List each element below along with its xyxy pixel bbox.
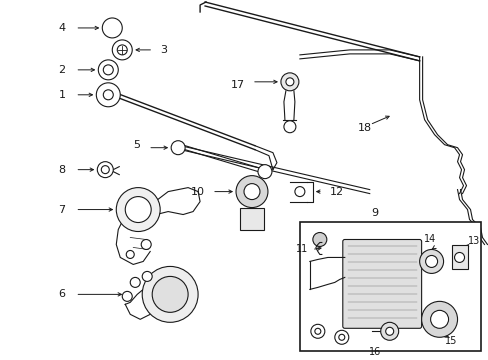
Text: 16: 16 — [368, 347, 380, 357]
Circle shape — [142, 271, 152, 282]
Text: 3: 3 — [160, 45, 167, 55]
Text: 13: 13 — [467, 237, 479, 247]
Circle shape — [294, 186, 304, 197]
Circle shape — [142, 266, 198, 322]
Circle shape — [125, 197, 151, 222]
Circle shape — [103, 90, 113, 100]
Text: 11: 11 — [295, 244, 307, 255]
Circle shape — [171, 141, 185, 155]
Circle shape — [425, 256, 437, 267]
Circle shape — [98, 60, 118, 80]
Text: 2: 2 — [58, 65, 65, 75]
Text: 8: 8 — [58, 165, 65, 175]
Circle shape — [96, 83, 120, 107]
Circle shape — [102, 18, 122, 38]
Circle shape — [338, 334, 344, 340]
Circle shape — [310, 324, 324, 338]
Circle shape — [103, 65, 113, 75]
Circle shape — [126, 251, 134, 258]
Circle shape — [421, 301, 457, 337]
Text: 5: 5 — [133, 140, 140, 150]
Circle shape — [385, 327, 393, 335]
Bar — [240, 208, 264, 230]
Text: 10: 10 — [191, 186, 204, 197]
Circle shape — [141, 239, 151, 249]
Text: 1: 1 — [58, 90, 65, 100]
Circle shape — [312, 233, 326, 247]
Text: 18: 18 — [357, 123, 371, 133]
Bar — [299, 221, 481, 351]
Circle shape — [419, 249, 443, 274]
Circle shape — [152, 276, 188, 312]
FancyBboxPatch shape — [342, 239, 421, 328]
Circle shape — [122, 291, 132, 301]
Text: 6: 6 — [58, 289, 65, 300]
Bar — [450, 246, 467, 269]
Text: 15: 15 — [444, 336, 456, 346]
Circle shape — [280, 73, 298, 91]
Text: 17: 17 — [230, 80, 244, 90]
Circle shape — [430, 310, 447, 328]
Circle shape — [236, 176, 267, 208]
Circle shape — [334, 330, 348, 344]
Text: 9: 9 — [370, 207, 378, 217]
Text: 12: 12 — [329, 186, 343, 197]
Circle shape — [244, 184, 260, 199]
Circle shape — [101, 166, 109, 174]
Circle shape — [285, 78, 293, 86]
Circle shape — [130, 278, 140, 287]
Circle shape — [112, 40, 132, 60]
Circle shape — [117, 45, 127, 55]
Circle shape — [258, 165, 271, 179]
Circle shape — [97, 162, 113, 177]
Circle shape — [284, 121, 295, 133]
Text: 7: 7 — [58, 204, 65, 215]
Text: 14: 14 — [423, 234, 435, 244]
Circle shape — [380, 322, 398, 340]
Circle shape — [116, 188, 160, 231]
Circle shape — [454, 252, 464, 262]
Text: 4: 4 — [58, 23, 65, 33]
Circle shape — [314, 328, 320, 334]
